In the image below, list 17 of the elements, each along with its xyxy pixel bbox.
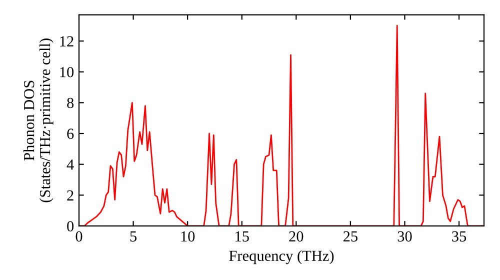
y-tick-label: 0 xyxy=(67,221,74,232)
x-tick-label: 20 xyxy=(289,231,304,242)
x-axis-title: Frequency (THz) xyxy=(229,250,334,264)
x-tick-label: 30 xyxy=(398,231,412,242)
x-tick-label: 10 xyxy=(181,231,195,242)
y-tick-label: 10 xyxy=(60,67,74,78)
y-tick-label: 2 xyxy=(67,190,74,200)
x-tick-label: 0 xyxy=(76,231,82,242)
x-tick-label: 15 xyxy=(236,231,249,242)
y-tick-label: 4 xyxy=(66,160,74,170)
y-axis-title: Phonon DOS (States/THz·primitive cell) xyxy=(23,38,54,202)
x-tick-label: 5 xyxy=(130,231,137,242)
y-tick-label: 6 xyxy=(67,128,74,139)
x-tick-label: 25 xyxy=(343,231,358,242)
y-tick-label: 8 xyxy=(67,98,74,108)
y-tick-label: 12 xyxy=(60,36,74,46)
x-tick-label: 35 xyxy=(452,231,466,242)
